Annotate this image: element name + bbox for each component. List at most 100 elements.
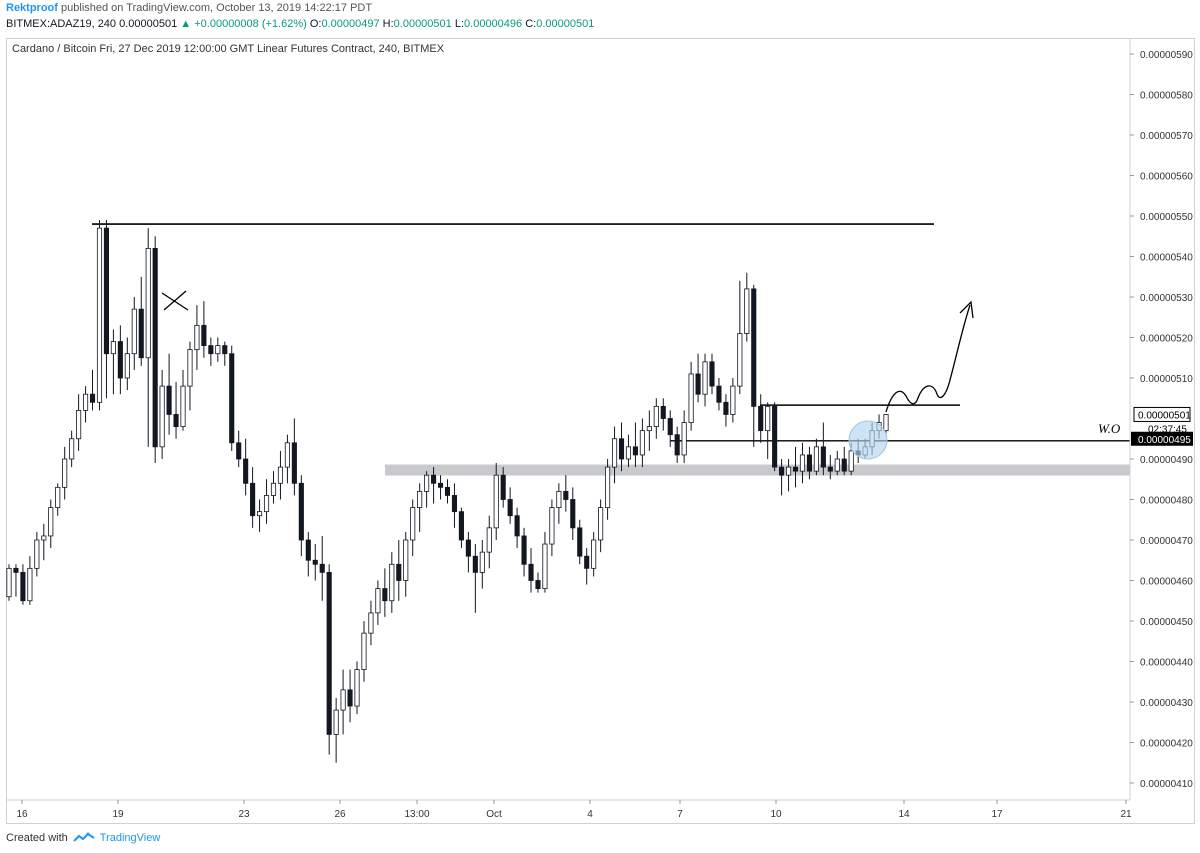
candle-body xyxy=(41,535,47,541)
candle-body xyxy=(263,495,270,513)
ohlc-legend: BITMEX:ADAZ19, 240 0.00000501 ▲ +0.00000… xyxy=(6,18,594,30)
candle-body xyxy=(96,227,103,403)
y-tick-label: 0.00000590 xyxy=(1140,50,1193,61)
candle-body xyxy=(451,495,458,513)
candle-body xyxy=(201,324,207,347)
breakout-price-label-box xyxy=(1131,431,1193,446)
published-text: published on TradingView.com, October 13… xyxy=(61,2,373,14)
y-tick-label: 0.00000530 xyxy=(1140,293,1193,304)
candle-body xyxy=(347,689,353,707)
candle-body xyxy=(820,446,826,468)
candle-body xyxy=(486,527,492,553)
close-value: 0.00000501 xyxy=(536,18,595,30)
candle-body xyxy=(124,353,130,379)
created-with-text: Created with xyxy=(6,832,68,844)
low-label: L: xyxy=(454,18,465,30)
candle-body xyxy=(611,438,618,468)
chart-header: Rektproof published on TradingView.com, … xyxy=(0,0,1200,40)
x-tick-label: Oct xyxy=(486,809,502,820)
candle-body xyxy=(222,345,228,355)
high-label: H: xyxy=(382,18,394,30)
candle-body xyxy=(208,345,214,355)
candle-body xyxy=(848,450,854,472)
candle-body xyxy=(618,438,625,460)
candle-body xyxy=(472,555,478,573)
y-tick-label: 0.00000510 xyxy=(1140,374,1193,385)
candle-body xyxy=(89,393,96,403)
y-tick-label: 0.00000520 xyxy=(1140,334,1193,345)
x-tick-label: 21 xyxy=(1120,809,1132,820)
candle-body xyxy=(535,580,541,589)
y-tick-label: 0.00000490 xyxy=(1140,455,1193,466)
candle-body xyxy=(437,482,444,488)
candle-body xyxy=(806,454,812,472)
candle-body xyxy=(215,345,221,355)
projection-arrowhead xyxy=(959,300,974,319)
candle-body xyxy=(751,288,757,407)
tradingview-brand[interactable]: TradingView xyxy=(99,832,161,844)
x-tick-label: 7 xyxy=(677,809,683,820)
candle-body xyxy=(799,454,806,472)
candle-body xyxy=(180,385,186,428)
candle-body xyxy=(83,393,89,411)
candle-body xyxy=(396,563,402,581)
candle-body xyxy=(76,409,82,440)
candle-body xyxy=(695,373,701,395)
author-name[interactable]: Rektproof xyxy=(6,2,58,14)
candle-body xyxy=(723,401,729,415)
candle-body xyxy=(444,486,451,496)
candle-body xyxy=(229,353,235,444)
candle-body xyxy=(194,324,200,351)
x-tick-label: 10 xyxy=(770,809,782,820)
candle-body xyxy=(55,486,61,509)
x-tick-label: 16 xyxy=(16,809,28,820)
candle-body xyxy=(465,539,471,557)
candle-body xyxy=(605,466,611,509)
candle-body xyxy=(681,422,687,456)
candle-body xyxy=(716,385,722,403)
candle-body xyxy=(827,466,833,472)
candle-body xyxy=(834,458,840,472)
candle-body xyxy=(841,458,847,472)
candle-body xyxy=(785,466,792,476)
candle-body xyxy=(284,442,290,468)
candle-body xyxy=(250,482,256,517)
x-mark-stroke xyxy=(163,290,187,311)
symbol-label: BITMEX:ADAZ19, 240 xyxy=(6,18,117,30)
close-label: C: xyxy=(525,18,537,30)
candle-body xyxy=(131,308,137,355)
candle-body xyxy=(382,588,388,602)
last-price-label: 0.00000501 xyxy=(1138,410,1191,421)
candle-body xyxy=(403,539,409,581)
y-tick-label: 0.00000550 xyxy=(1140,212,1193,223)
candle-body xyxy=(792,466,799,472)
x-tick-label: 26 xyxy=(334,809,346,820)
candle-body xyxy=(257,511,263,517)
candle-body xyxy=(632,446,638,456)
candle-body xyxy=(375,588,381,614)
candle-body xyxy=(166,385,172,415)
candle-body xyxy=(625,446,632,460)
candle-body xyxy=(27,567,33,602)
price-change: ▲ +0.00000008 (+1.62%) xyxy=(180,18,307,30)
candle-body xyxy=(556,490,562,508)
candle-body xyxy=(6,567,12,598)
candle-body xyxy=(69,438,75,460)
projection-path xyxy=(885,304,971,413)
x-tick-label: 23 xyxy=(238,809,250,820)
candle-body xyxy=(577,527,583,557)
open-value: 0.00000497 xyxy=(321,18,380,30)
candle-body xyxy=(709,361,715,387)
candle-body xyxy=(187,349,193,387)
candle-body xyxy=(270,482,277,496)
candle-body xyxy=(772,405,778,468)
candle-body xyxy=(319,563,325,573)
x-tick-label: 17 xyxy=(991,809,1003,820)
candle-body xyxy=(110,341,116,355)
candle-body xyxy=(653,405,659,428)
candle-body xyxy=(340,689,346,711)
candle-body xyxy=(103,227,110,355)
chart-title: Cardano / Bitcoin Fri, 27 Dec 2019 12:00… xyxy=(12,43,445,55)
candle-body xyxy=(598,507,604,541)
